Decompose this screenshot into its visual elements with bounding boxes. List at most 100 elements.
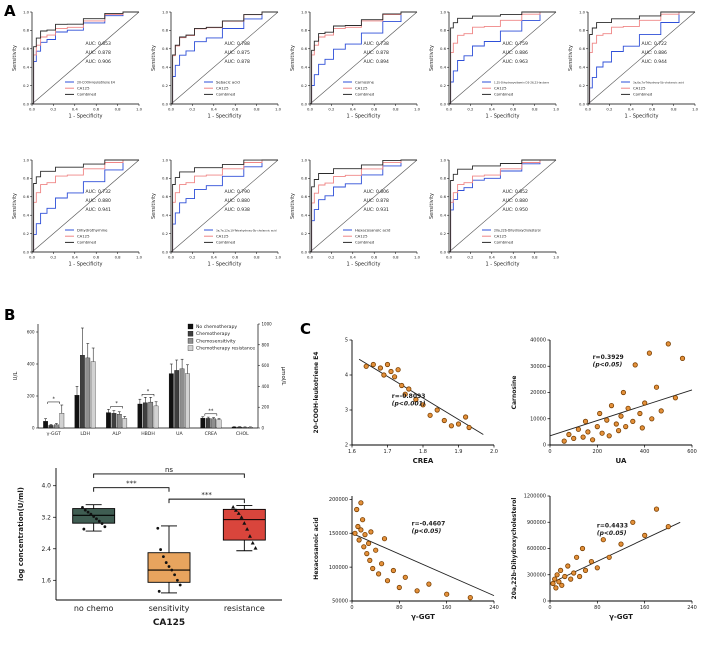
- data-point: [356, 537, 362, 543]
- correlation-r: r=0.4433: [597, 523, 628, 530]
- roc-y-axis-label: Sensitivity: [290, 193, 296, 219]
- svg-text:0.0: 0.0: [579, 101, 586, 106]
- data-point: [561, 438, 567, 444]
- svg-text:240: 240: [489, 605, 499, 611]
- significance-mark: *: [147, 389, 150, 395]
- bar: [179, 368, 185, 429]
- svg-text:0.8: 0.8: [440, 176, 447, 181]
- svg-text:0.4: 0.4: [440, 65, 447, 70]
- svg-text:0.6: 0.6: [93, 107, 100, 112]
- bar: [216, 419, 222, 429]
- data-point: [352, 530, 358, 536]
- box-data-point: [159, 548, 163, 551]
- panel-b-label: B: [4, 306, 16, 324]
- data-point: [370, 361, 376, 368]
- svg-text:0.4: 0.4: [211, 255, 218, 260]
- roc-legend-label: Combined: [633, 92, 653, 97]
- svg-text:0.2: 0.2: [328, 255, 335, 260]
- svg-text:0.2: 0.2: [23, 83, 30, 88]
- svg-text:1.0: 1.0: [553, 107, 560, 112]
- auc-value: AUC: 0.790: [225, 189, 250, 195]
- svg-text:5: 5: [345, 338, 348, 344]
- data-point: [392, 374, 398, 380]
- auc-value: AUC: 0.963: [503, 59, 528, 65]
- svg-text:0.0: 0.0: [307, 107, 314, 112]
- data-point: [364, 550, 370, 557]
- data-point: [434, 407, 440, 413]
- svg-text:10000: 10000: [530, 416, 546, 422]
- box-data-point: [178, 583, 182, 587]
- data-point: [646, 350, 652, 356]
- svg-text:0.8: 0.8: [301, 176, 308, 181]
- roc-x-axis-label: 1 - Specificity: [69, 262, 103, 268]
- data-point: [373, 547, 379, 553]
- data-point: [618, 413, 624, 419]
- box-group-label: no chemo: [74, 604, 114, 613]
- svg-text:0.0: 0.0: [307, 255, 314, 260]
- svg-text:0.0: 0.0: [23, 249, 30, 254]
- roc-y-axis-label: Sensitivity: [12, 45, 18, 71]
- data-point: [390, 567, 397, 574]
- data-point: [396, 584, 402, 591]
- data-point: [658, 408, 664, 414]
- data-point: [413, 396, 419, 403]
- data-point: [600, 537, 606, 543]
- correlation-p: (p<0.05): [597, 530, 627, 537]
- bar: [248, 427, 253, 429]
- roc-x-axis-label: 1 - Specificity: [486, 114, 520, 120]
- box-data-point: [89, 512, 93, 516]
- box-data-point: [242, 521, 247, 525]
- correlation-p: (p<0.05): [593, 361, 623, 368]
- svg-text:1.0: 1.0: [414, 107, 421, 112]
- scatter_ggt_chol-cell: 0 80 160 240 0 300000 600000 900000 1200000 γ-GGT…: [504, 488, 702, 638]
- data-point: [606, 433, 612, 439]
- svg-text:2.4: 2.4: [41, 546, 51, 553]
- svg-text:1.0: 1.0: [162, 157, 169, 162]
- bar-legend-label: Chemotherapy resistance: [196, 346, 255, 352]
- roc-curve: [171, 11, 278, 105]
- roc-legend-label: Hexacosanoic acid: [355, 227, 391, 232]
- bar: [48, 425, 54, 429]
- data-point: [604, 417, 610, 423]
- bar: [122, 418, 128, 429]
- data-point: [613, 421, 619, 427]
- correlation-r: r=-0.8093: [392, 393, 426, 400]
- scatter-y-axis-label: Carnosine: [511, 376, 518, 410]
- svg-text:0.2: 0.2: [579, 83, 586, 88]
- svg-text:30000: 30000: [530, 364, 546, 370]
- scatter-y-axis-label: 20a,22b-Dihydroxycholesterol: [511, 498, 518, 600]
- auc-value: AUC: 0.878: [364, 50, 389, 56]
- data-point: [568, 576, 574, 582]
- data-point: [562, 573, 568, 580]
- svg-text:0.4: 0.4: [489, 255, 496, 260]
- bar: [148, 401, 154, 429]
- box-data-point: [250, 540, 255, 545]
- svg-text:0.0: 0.0: [585, 107, 592, 112]
- roc-y-axis-label: Sensitivity: [290, 45, 296, 71]
- box-data-point: [86, 510, 90, 514]
- roc-cell-3: 0.0 0.0 0.2 0.2 0.4 0.4 0.6 0.6 0.8 0.8 1.0 1.0 1 - …: [284, 3, 423, 151]
- roc-legend-label: Combined: [77, 240, 97, 245]
- roc-plot-2: 0.00.0 0.2 0.2 0.4 0.4 0.6 0.6 0.8 0.8 1.0 1.0 1 - …: [151, 9, 282, 119]
- data-point: [365, 540, 372, 547]
- roc-legend-label: 1,25-Dihydroxyvitamin D3-26,23-lactone: [494, 80, 549, 84]
- svg-text:0.8: 0.8: [162, 176, 169, 181]
- svg-text:0.2: 0.2: [23, 231, 30, 236]
- box-data-point: [239, 515, 244, 519]
- svg-text:1.6: 1.6: [41, 577, 51, 584]
- data-point: [571, 570, 577, 576]
- significance-mark: *: [52, 396, 55, 402]
- correlation-r: r=0.3929: [593, 354, 624, 361]
- significance-label: ns: [165, 466, 173, 474]
- box-data-point: [167, 565, 171, 568]
- roc-curve: [32, 159, 139, 253]
- svg-text:1200000: 1200000: [524, 494, 546, 500]
- bar: [168, 373, 174, 429]
- bar-legend-swatch: [187, 345, 194, 351]
- roc-legend-label: CA125: [216, 234, 229, 239]
- roc-legend-label: CA125: [355, 86, 368, 91]
- ca125-box-plot: 1.6 2.4 3.2 4.0 log concentration(U/ml) no ch…: [10, 458, 302, 636]
- svg-text:1.6: 1.6: [348, 449, 356, 455]
- auc-value: AUC: 0.759: [503, 41, 528, 47]
